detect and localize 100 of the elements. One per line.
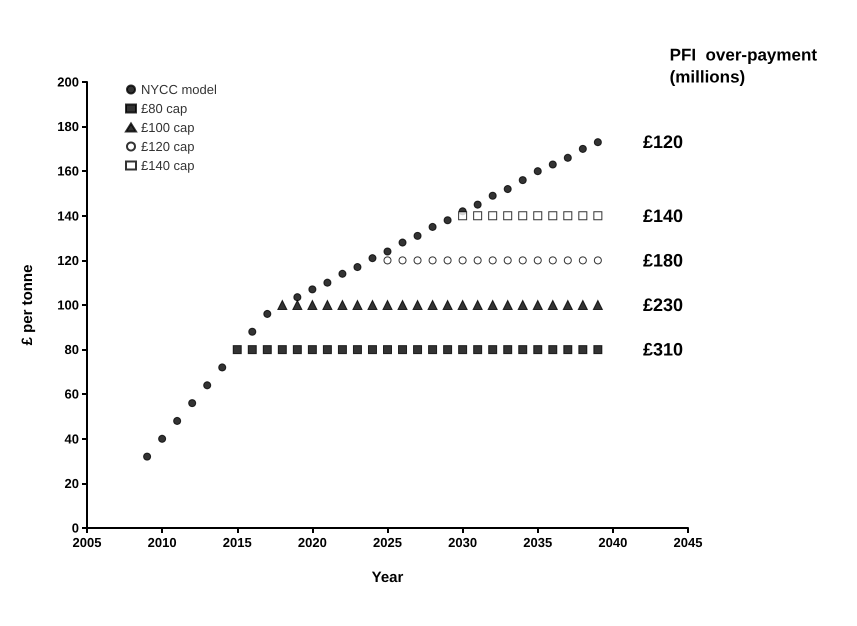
point <box>262 345 272 354</box>
point <box>338 345 347 354</box>
annotation: £310 <box>643 340 684 360</box>
point <box>444 216 452 224</box>
point <box>578 211 588 220</box>
point <box>518 345 528 354</box>
point <box>352 345 362 354</box>
point <box>473 211 482 220</box>
point <box>488 300 498 310</box>
point <box>143 452 152 461</box>
point <box>458 300 468 310</box>
point <box>563 345 572 354</box>
x-tick-label: 2045 <box>674 535 702 550</box>
point <box>382 300 392 310</box>
y-tick-label: 20 <box>64 476 79 491</box>
point <box>578 144 587 153</box>
point <box>398 256 407 264</box>
y-tick-label: 120 <box>57 252 79 268</box>
point <box>473 345 482 354</box>
point <box>352 300 362 310</box>
y-tick-label: 100 <box>57 298 79 312</box>
point <box>563 211 572 220</box>
point <box>308 345 317 354</box>
point <box>533 211 542 220</box>
point <box>578 256 587 264</box>
annotation: PFI over-payment (millions) <box>670 46 818 86</box>
point <box>474 200 482 209</box>
point <box>534 167 542 176</box>
point <box>323 278 332 287</box>
x-tick-label: 2040 <box>598 535 628 550</box>
legend-label: £100 cap <box>141 120 194 135</box>
point <box>367 300 378 310</box>
point <box>173 416 182 425</box>
point <box>488 211 498 220</box>
point <box>412 300 423 310</box>
point <box>248 328 256 336</box>
x-tick-label: 2025 <box>373 535 402 550</box>
point <box>338 270 346 278</box>
point <box>578 345 588 354</box>
y-tick-label: 80 <box>64 342 79 358</box>
point <box>458 345 468 354</box>
annotation: £140 <box>643 206 684 226</box>
point <box>293 293 302 302</box>
point <box>278 345 287 354</box>
point <box>263 310 272 318</box>
point <box>488 256 497 264</box>
point <box>533 345 542 354</box>
point <box>292 300 302 310</box>
point <box>593 345 602 354</box>
point <box>442 300 453 310</box>
legend-label: £120 cap <box>141 139 194 154</box>
point <box>368 254 376 262</box>
point <box>398 238 407 247</box>
point <box>353 263 362 272</box>
point <box>232 345 242 354</box>
point <box>504 185 512 194</box>
point <box>593 211 602 220</box>
legend-label: NYCC model <box>141 82 217 97</box>
point <box>502 300 513 310</box>
point <box>548 160 557 169</box>
y-tick-label: 0 <box>72 520 79 536</box>
point <box>564 154 572 162</box>
point <box>594 256 602 264</box>
point <box>368 345 377 354</box>
point <box>413 345 422 354</box>
point <box>532 300 543 310</box>
point <box>292 345 302 354</box>
point <box>548 345 558 354</box>
point <box>548 256 557 264</box>
point <box>428 256 437 264</box>
y-tick-label: 200 <box>57 74 79 90</box>
point <box>504 256 512 264</box>
point <box>503 211 512 220</box>
point <box>488 192 497 200</box>
point <box>248 345 257 354</box>
x-tick-label: 2030 <box>448 535 478 550</box>
point <box>384 247 392 256</box>
point <box>428 222 437 231</box>
point <box>458 211 468 220</box>
point <box>548 300 558 310</box>
y-axis-title: £ per tonne <box>19 264 36 346</box>
x-tick-label: 2020 <box>298 535 327 550</box>
point <box>322 300 332 310</box>
point <box>548 211 558 220</box>
point <box>594 138 602 146</box>
point <box>203 381 212 390</box>
point <box>307 300 318 310</box>
y-tick-label: 160 <box>57 164 79 179</box>
point <box>188 399 196 408</box>
point <box>398 345 408 354</box>
point <box>518 211 528 220</box>
x-tick-label: 2035 <box>523 535 552 550</box>
point <box>384 256 392 264</box>
point <box>414 232 422 240</box>
legend-label: £80 cap <box>141 101 188 116</box>
point <box>518 176 527 184</box>
point <box>428 345 438 354</box>
point <box>383 345 392 354</box>
point <box>414 256 422 264</box>
point <box>158 434 166 443</box>
